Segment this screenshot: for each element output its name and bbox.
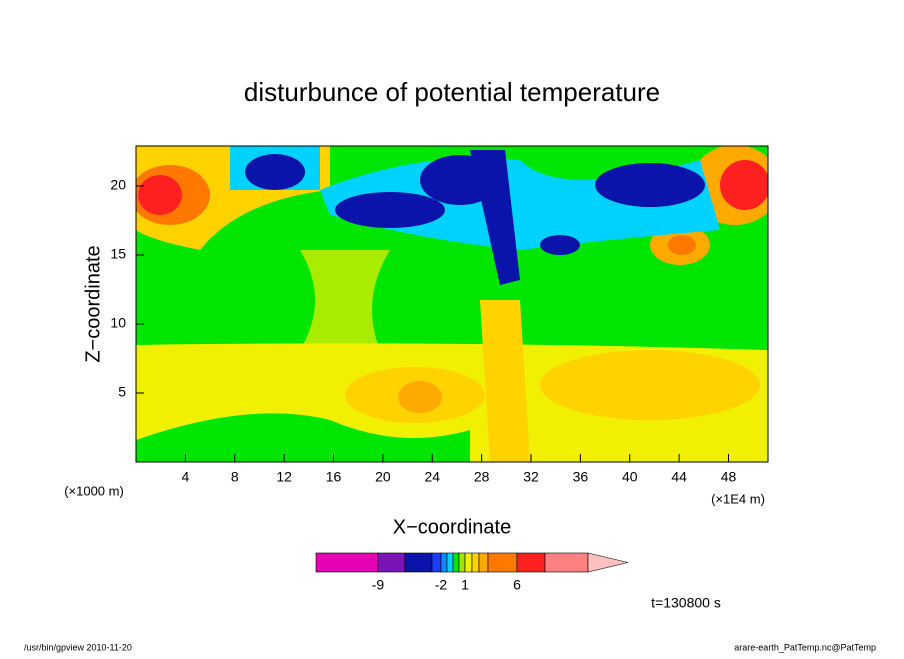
x-tick-label: 20 [375, 469, 391, 485]
x-tick-label: 16 [326, 469, 342, 485]
x-tick-label: 24 [424, 469, 440, 485]
colorbar-segment [516, 552, 546, 573]
colorbar-segment [544, 552, 589, 573]
x-tick-label: 48 [721, 469, 737, 485]
time-label: t=130800 s [651, 595, 721, 611]
x-tick-label: 28 [474, 469, 490, 485]
colorbar-segment [487, 552, 518, 573]
colorbar-extension [587, 552, 629, 573]
colorbar-tick-label: -2 [435, 577, 448, 593]
colorbar-tick-label: 1 [461, 577, 469, 593]
colorbar-segment [431, 552, 442, 573]
footer-left: /usr/bin/gpview 2010-11-20 [24, 642, 132, 652]
y-tick-label: 15 [110, 246, 126, 262]
x-unit-right: (×1E4 m) [711, 491, 765, 506]
x-axis-title: X−coordinate [393, 516, 511, 538]
colorbar-tick-label: 6 [513, 577, 521, 593]
colorbar-segment [478, 552, 489, 573]
colorbar-segment [440, 552, 448, 573]
chart-title: disturbunce of potential temperature [244, 77, 660, 107]
x-tick-label: 8 [231, 469, 239, 485]
contour-field [136, 146, 768, 462]
colorbar-segment [458, 552, 466, 573]
colorbar-tick-label: -9 [372, 577, 385, 593]
colorbar-segment [446, 552, 454, 573]
x-tick-label: 32 [523, 469, 539, 485]
colorbar-segment [452, 552, 460, 573]
plot-frame [135, 145, 769, 463]
y-tick-label: 5 [118, 384, 126, 400]
x-unit: (×1000 m) [64, 483, 124, 498]
y-tick-label: 20 [110, 177, 126, 193]
x-tick-label: 12 [276, 469, 292, 485]
colorbar-segment [377, 552, 406, 573]
colorbar-segment [404, 552, 433, 573]
x-tick-label: 40 [622, 469, 638, 485]
colorbar-segment [471, 552, 480, 573]
footer-right: arare-earth_PatTemp.nc@PatTemp [734, 642, 876, 652]
colorbar-segment [315, 552, 379, 573]
x-tick-label: 44 [671, 469, 687, 485]
x-tick-label: 36 [573, 469, 589, 485]
colorbar-segment [464, 552, 473, 573]
y-axis-title: Z−coordinate [82, 245, 104, 362]
y-tick-label: 10 [110, 315, 126, 331]
x-tick-label: 4 [181, 469, 189, 485]
